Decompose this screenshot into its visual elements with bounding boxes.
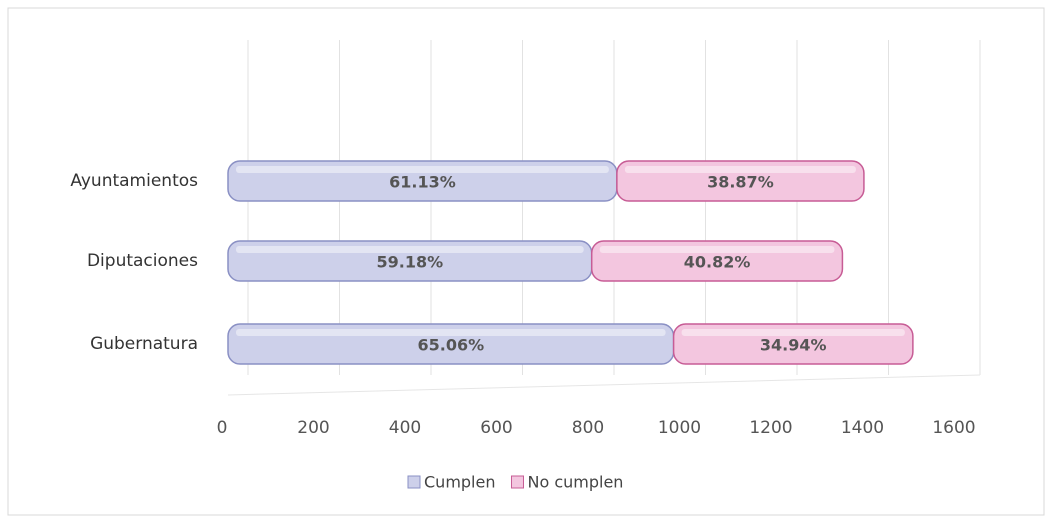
x-tick-label: 1400 xyxy=(841,418,884,438)
bar xyxy=(672,323,914,365)
legend-swatch xyxy=(510,475,524,489)
x-tick-label: 600 xyxy=(480,418,512,438)
data-label: 59.18% xyxy=(377,253,444,272)
legend-label: No cumplen xyxy=(527,473,623,492)
y-tick-label: Ayuntamientos xyxy=(70,171,198,191)
x-tick-label: 200 xyxy=(297,418,329,438)
y-tick-label: Gubernatura xyxy=(90,334,198,354)
bar xyxy=(616,160,865,202)
data-label: 40.82% xyxy=(684,253,751,272)
bar-shine xyxy=(599,246,835,253)
legend-label: Cumplen xyxy=(424,473,495,492)
bar xyxy=(590,240,844,282)
bar-shine xyxy=(236,329,666,336)
x-tick-label: 1000 xyxy=(658,418,701,438)
floor-line xyxy=(227,374,981,396)
y-tick-label: Diputaciones xyxy=(87,251,198,271)
x-tick-label: 0 xyxy=(217,418,228,438)
bar-shine xyxy=(236,166,609,173)
legend-swatch xyxy=(407,475,421,489)
bar-shine xyxy=(236,246,584,253)
x-tick-label: 800 xyxy=(572,418,604,438)
data-label: 61.13% xyxy=(389,173,456,192)
bar-shine xyxy=(681,329,905,336)
data-label: 38.87% xyxy=(707,173,774,192)
x-tick-label: 1200 xyxy=(749,418,792,438)
data-label: 34.94% xyxy=(760,336,827,355)
x-tick-label: 400 xyxy=(389,418,421,438)
bar-shine xyxy=(624,166,856,173)
data-label: 65.06% xyxy=(417,336,484,355)
x-tick-label: 1600 xyxy=(932,418,975,438)
